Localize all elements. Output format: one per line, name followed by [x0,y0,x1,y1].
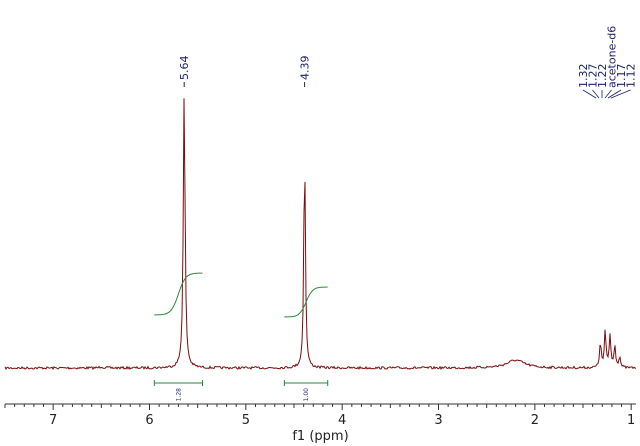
cluster-leader-line [607,89,622,99]
x-tick-label: 2 [531,413,539,428]
peak-label: 5.64 [178,56,191,81]
cluster-leader-line [610,89,631,99]
peak-labels: 5.64 4.39 [178,56,312,87]
x-tick-label: 1 [627,413,635,428]
cluster-peak-label: 1.22 [596,64,609,89]
integral-annotations: 1.28 1.00 [153,272,329,402]
peak-label: 4.39 [299,56,312,81]
x-axis: 7 6 5 4 3 2 1 [4,403,636,428]
x-tick-label: 3 [434,413,442,428]
x-tick-label: 4 [338,413,346,428]
integral-curve [284,286,328,318]
cluster-peak-label: 1.17 [615,64,628,89]
cluster-peak-label: 1.27 [587,64,600,89]
spectrum-trace [4,98,637,371]
cluster-peak-label: acetone-d6 [606,26,619,88]
integral-value: 1.28 [175,388,182,402]
cluster-peak-label: 1.12 [625,64,638,89]
cluster-leader-line [582,89,597,99]
cluster-leader-line [604,89,612,99]
integral-curve [154,272,203,316]
cluster-peak-label: 1.32 [577,64,590,89]
x-tick-label: 6 [145,413,153,428]
x-tick-label: 5 [242,413,250,428]
integral-value: 1.00 [303,388,310,402]
cluster-leader-line [592,89,600,99]
x-tick-label: 7 [49,413,57,428]
x-axis-label: f1 (ppm) [292,429,348,444]
